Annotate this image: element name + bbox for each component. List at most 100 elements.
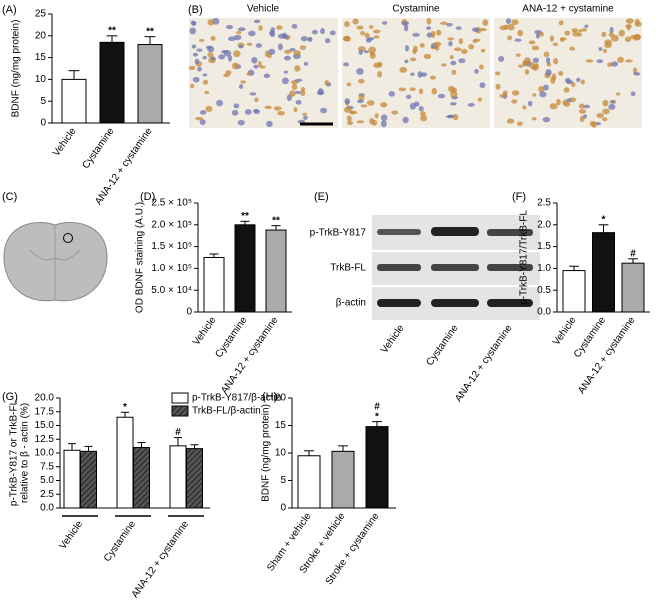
bar xyxy=(297,455,321,509)
panel-label: (G) xyxy=(2,391,18,403)
cell xyxy=(294,90,302,94)
cell xyxy=(558,70,564,76)
cell xyxy=(458,58,466,64)
cell xyxy=(524,69,530,75)
cell xyxy=(511,19,519,26)
cell xyxy=(352,18,359,25)
y-tick-label: 15 xyxy=(35,52,47,63)
cell xyxy=(248,30,256,37)
cell xyxy=(450,90,458,98)
image-title: ANA-12 + cystamine xyxy=(522,4,614,15)
cell xyxy=(320,27,325,35)
legend-swatch xyxy=(171,405,189,417)
cell xyxy=(324,80,330,86)
cell xyxy=(360,30,365,36)
cell xyxy=(604,42,612,49)
cell xyxy=(584,24,589,29)
cell xyxy=(192,52,199,57)
cell xyxy=(477,97,483,102)
cell xyxy=(300,90,306,97)
cell xyxy=(608,103,616,110)
cell xyxy=(342,35,350,42)
cell xyxy=(299,45,307,50)
cell xyxy=(468,43,474,50)
y-tick-label: 10 xyxy=(35,74,47,85)
error-bar xyxy=(144,36,156,45)
cell xyxy=(576,77,581,83)
cell xyxy=(360,104,368,108)
blot-lane-label: Vehicle xyxy=(379,323,407,356)
bar xyxy=(562,270,586,313)
cell xyxy=(409,87,416,92)
error-bar xyxy=(209,253,219,258)
cell xyxy=(377,61,383,68)
cell xyxy=(566,98,572,103)
x-tick-label: Vehicle xyxy=(191,315,219,348)
cell xyxy=(368,46,377,54)
error-bar xyxy=(68,443,76,451)
cell xyxy=(447,37,455,41)
cell xyxy=(440,21,448,25)
y-tick-label: 10.0 xyxy=(35,448,55,459)
legend-swatch xyxy=(171,392,189,404)
cell xyxy=(571,82,576,88)
cell xyxy=(316,90,325,96)
cell xyxy=(580,79,585,85)
cell xyxy=(495,83,501,90)
cell xyxy=(539,91,547,98)
cell xyxy=(578,29,583,33)
cell xyxy=(611,61,619,67)
significance: ** xyxy=(146,26,154,37)
cell xyxy=(448,85,455,93)
legend-label: p-TrkB-Y817/β-actin xyxy=(192,393,281,404)
y-tick-label: 15 xyxy=(275,420,287,431)
cell xyxy=(349,110,358,115)
cell xyxy=(556,98,561,106)
cell xyxy=(632,34,641,41)
error-bar xyxy=(84,445,93,452)
y-tick-label: 0.0 xyxy=(537,307,551,318)
cell xyxy=(625,24,632,29)
cell xyxy=(611,34,619,42)
cell xyxy=(455,26,462,30)
cell xyxy=(210,56,216,61)
panel-label: (F) xyxy=(512,191,526,203)
band xyxy=(487,264,533,271)
x-tick-label: Vehicle xyxy=(58,519,86,552)
x-tick-label: Cystamine xyxy=(102,519,138,564)
cell xyxy=(374,113,379,119)
cell xyxy=(564,77,571,83)
legend-label: TrkB-FL/β-actin xyxy=(192,406,261,417)
cell xyxy=(367,37,375,41)
y-tick-label: 1.0 × 10⁵ xyxy=(151,263,192,274)
error-bar xyxy=(68,70,80,80)
y-tick-label: 5 xyxy=(40,96,46,107)
error-bar xyxy=(121,411,129,418)
cell xyxy=(617,56,624,63)
y-tick-label: 1.5 xyxy=(537,241,551,252)
error-bar xyxy=(137,442,146,448)
cell xyxy=(403,24,409,32)
significance: ** xyxy=(272,215,280,226)
error-bar xyxy=(271,225,281,231)
y-tick-label: 10 xyxy=(275,448,287,459)
cell xyxy=(284,49,292,54)
cell xyxy=(246,72,252,76)
bar xyxy=(80,450,97,509)
cell xyxy=(426,26,432,30)
cell xyxy=(499,93,506,98)
cell xyxy=(499,25,508,31)
cell xyxy=(569,46,576,51)
cell xyxy=(563,101,571,107)
cell xyxy=(398,87,407,92)
significance: ** xyxy=(108,25,116,36)
cell xyxy=(448,41,453,47)
cell xyxy=(467,102,475,107)
y-axis-label: OD BDNF staining (A.U.) xyxy=(135,202,146,313)
cell xyxy=(246,42,253,46)
y-tick-label: 0 xyxy=(186,307,192,318)
cell xyxy=(358,49,363,55)
cell xyxy=(210,35,216,41)
cell xyxy=(423,53,432,60)
